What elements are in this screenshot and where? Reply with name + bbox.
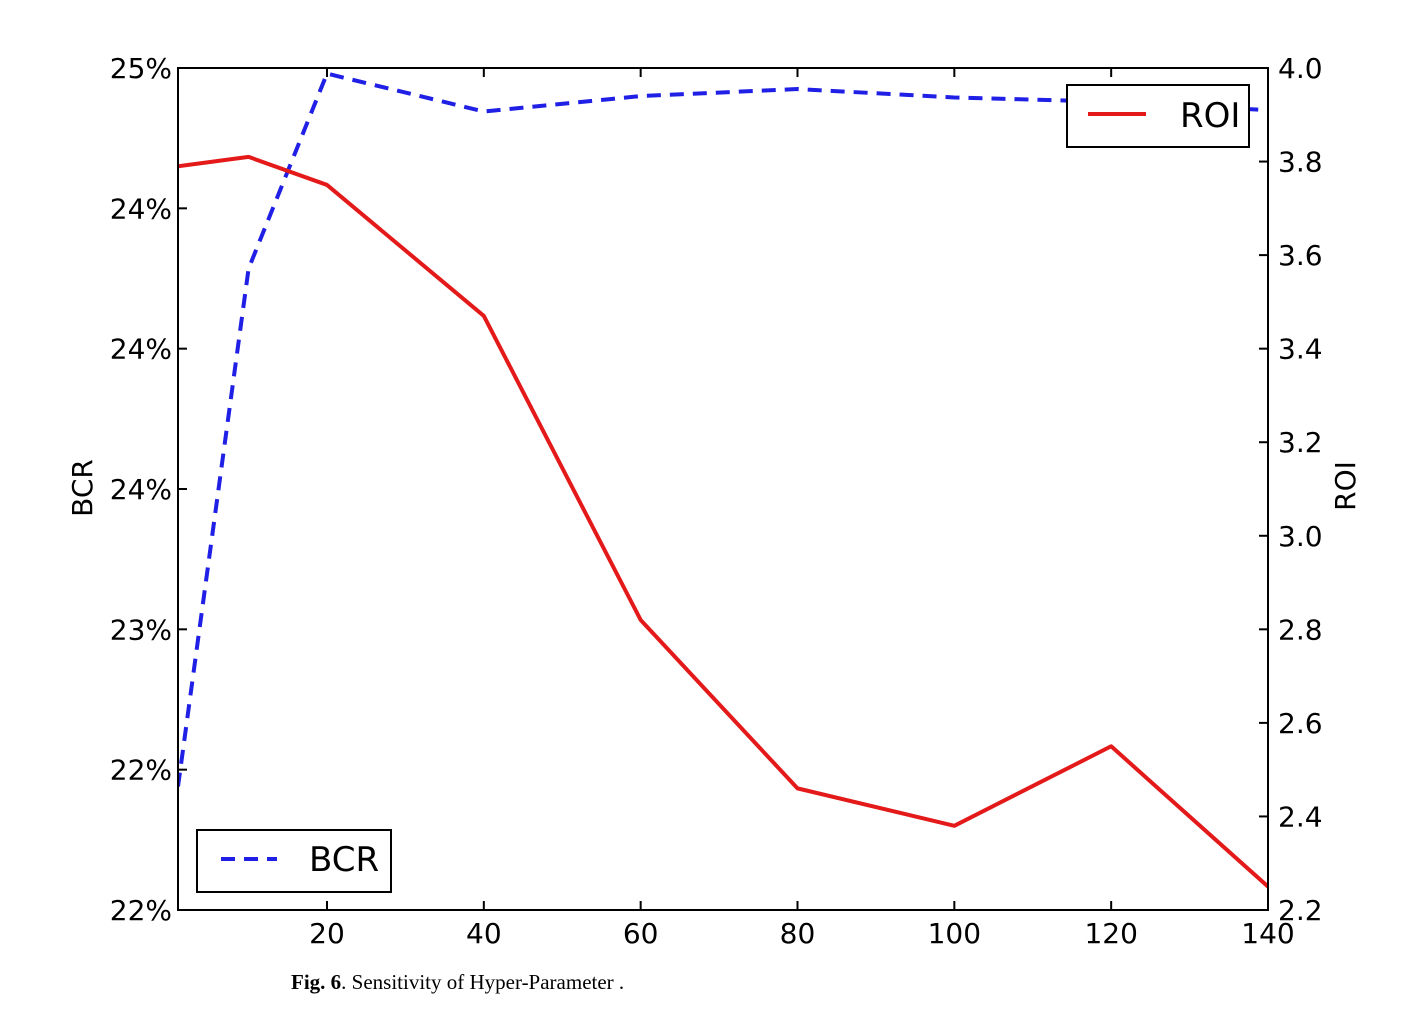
figure-caption-text: . Sensitivity of Hyper-Parameter . <box>341 970 625 994</box>
right-y-tick-label: 3.6 <box>1278 239 1323 272</box>
tick-layer <box>178 67 1269 911</box>
x-tick-label: 20 <box>309 917 345 950</box>
left-y-tick-label: 22% <box>110 894 172 927</box>
dual-axis-line-chart: 20 40 60 80 100 120 140 22% 22% 23% 24% 24% 24% 25% 2.… <box>66 52 1362 950</box>
x-tick-label: 140 <box>1241 917 1294 950</box>
legend-bcr-label: BCR <box>309 840 379 880</box>
legend-bcr[interactable]: BCR <box>196 829 392 893</box>
series-line-bcr <box>178 71 1268 787</box>
x-tick-label: 120 <box>1084 917 1137 950</box>
x-tick-label: 100 <box>928 917 981 950</box>
right-y-tick-label: 2.2 <box>1278 894 1323 927</box>
left-y-tick-label: 24% <box>110 473 172 506</box>
plot-frame <box>177 67 1269 911</box>
left-y-tick-label: 22% <box>110 754 172 787</box>
right-y-tick-label: 2.8 <box>1278 613 1323 646</box>
legend-roi-label: ROI <box>1180 96 1240 136</box>
right-y-tick-label: 2.6 <box>1278 707 1323 740</box>
legend-roi[interactable]: ROI <box>1066 84 1250 148</box>
right-y-tick-label: 3.2 <box>1278 426 1323 459</box>
left-axis-title: BCR <box>66 459 99 517</box>
right-y-tick-label: 3.4 <box>1278 333 1323 366</box>
right-y-tick-label: 4.0 <box>1278 52 1323 85</box>
right-axis-title: ROI <box>1329 461 1362 511</box>
series-line-roi <box>178 154 1268 889</box>
x-tick-label: 60 <box>623 917 659 950</box>
right-y-tick-label: 2.4 <box>1278 800 1323 833</box>
label-layer: 20 40 60 80 100 120 140 22% 22% 23% 24% 24% 24% 25% 2.… <box>110 52 1323 950</box>
figure-caption: Fig. 6. Sensitivity of Hyper-Parameter . <box>291 970 624 995</box>
series-group <box>178 71 1268 889</box>
left-y-tick-label: 24% <box>110 333 172 366</box>
x-tick-label: 80 <box>780 917 816 950</box>
left-y-tick-label: 25% <box>110 52 172 85</box>
series-layer <box>178 71 1268 889</box>
x-tick-label: 40 <box>466 917 502 950</box>
right-y-tick-label: 3.0 <box>1278 520 1323 553</box>
left-y-tick-label: 23% <box>110 613 172 646</box>
figure-caption-label: Fig. 6 <box>291 970 342 994</box>
left-y-tick-label: 24% <box>110 192 172 225</box>
right-y-tick-label: 3.8 <box>1278 146 1323 179</box>
